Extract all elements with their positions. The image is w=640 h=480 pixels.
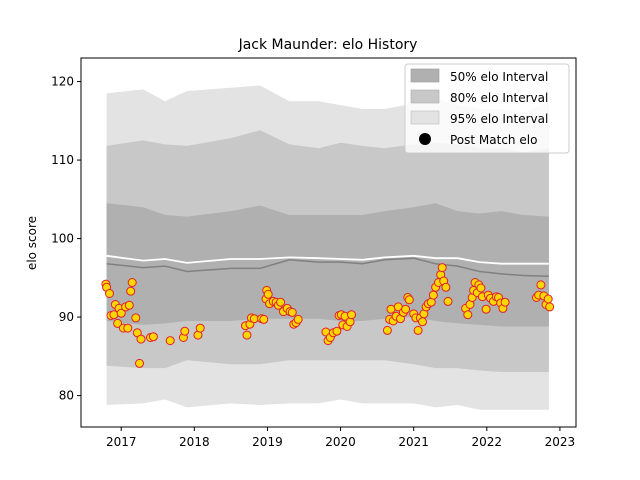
post-match-point: [116, 308, 126, 318]
post-match-points: [101, 263, 555, 368]
post-match-point: [404, 295, 414, 305]
post-match-point: [105, 289, 114, 298]
y-axis: 80 90 100 110 120: [51, 75, 81, 403]
post-match-point: [463, 310, 473, 320]
legend-label-50: 50% elo Interval: [450, 70, 548, 84]
post-match-point: [126, 286, 136, 296]
post-match-point: [276, 297, 286, 307]
legend-swatch-95: [410, 110, 440, 125]
x-tick-label: 2023: [545, 435, 576, 449]
post-match-point: [180, 326, 190, 336]
post-match-point: [543, 294, 553, 304]
post-match-point: [127, 278, 137, 287]
legend-frame: [404, 63, 570, 154]
post-match-point: [332, 326, 342, 336]
legend-label-post-match: Post Match elo: [450, 133, 537, 147]
legend-swatch-50: [410, 68, 440, 83]
y-tick-label: 90: [59, 310, 74, 324]
post-match-point: [428, 290, 438, 300]
x-tick-label: 2021: [398, 435, 429, 449]
post-match-point: [123, 323, 133, 333]
x-tick-label: 2022: [472, 435, 503, 449]
chart-title: Jack Maunder: elo History: [238, 37, 418, 53]
post-match-point: [476, 283, 486, 293]
median-elo-line: [106, 257, 549, 278]
post-match-point: [441, 282, 451, 292]
x-tick-label: 2019: [252, 435, 283, 449]
post-match-point: [386, 304, 396, 314]
post-match-point: [195, 323, 205, 333]
legend-label-95: 95% elo Interval: [450, 112, 548, 126]
post-match-point: [536, 280, 546, 290]
post-match-point: [131, 313, 141, 323]
post-match-point: [287, 307, 297, 317]
post-match-point: [500, 297, 510, 307]
post-match-point: [481, 304, 491, 314]
y-tick-label: 110: [51, 153, 74, 167]
legend: 50% elo Interval 80% elo Interval 95% el…: [404, 63, 570, 154]
y-axis-label: elo score: [25, 216, 39, 270]
post-match-point: [263, 289, 273, 299]
post-match-point: [545, 302, 555, 312]
legend-swatch-80: [410, 89, 440, 104]
post-match-point: [124, 300, 134, 310]
post-match-point: [382, 325, 392, 335]
post-match-point: [418, 317, 427, 327]
post-match-point: [345, 317, 355, 327]
x-tick-label: 2020: [325, 435, 356, 449]
post-match-point: [165, 336, 175, 346]
plot-frame: [80, 57, 577, 428]
post-match-point: [401, 304, 411, 314]
band-50-interval: [106, 203, 549, 327]
y-tick-label: 80: [59, 389, 74, 403]
post-match-point: [443, 296, 453, 306]
legend-marker-post-match: [419, 133, 431, 145]
plot-area: [101, 85, 555, 410]
x-axis: 2017 2018 2019 2020 2021 2022 2023: [106, 427, 575, 449]
post-match-point: [135, 358, 144, 368]
post-match-point: [113, 318, 123, 328]
y-tick-label: 120: [51, 75, 74, 89]
x-tick-label: 2017: [106, 435, 137, 449]
mean-elo-line: [106, 254, 549, 265]
post-match-point: [249, 314, 259, 324]
post-match-point: [413, 325, 423, 335]
post-match-point: [259, 314, 269, 324]
legend-label-80: 80% elo Interval: [450, 91, 548, 105]
post-match-point: [293, 314, 303, 324]
post-match-point: [347, 310, 356, 320]
post-match-point: [136, 334, 146, 344]
x-tick-label: 2018: [179, 435, 210, 449]
post-match-point: [437, 263, 447, 273]
post-match-point: [242, 330, 252, 340]
y-tick-label: 100: [51, 232, 74, 246]
post-match-point: [148, 332, 158, 342]
